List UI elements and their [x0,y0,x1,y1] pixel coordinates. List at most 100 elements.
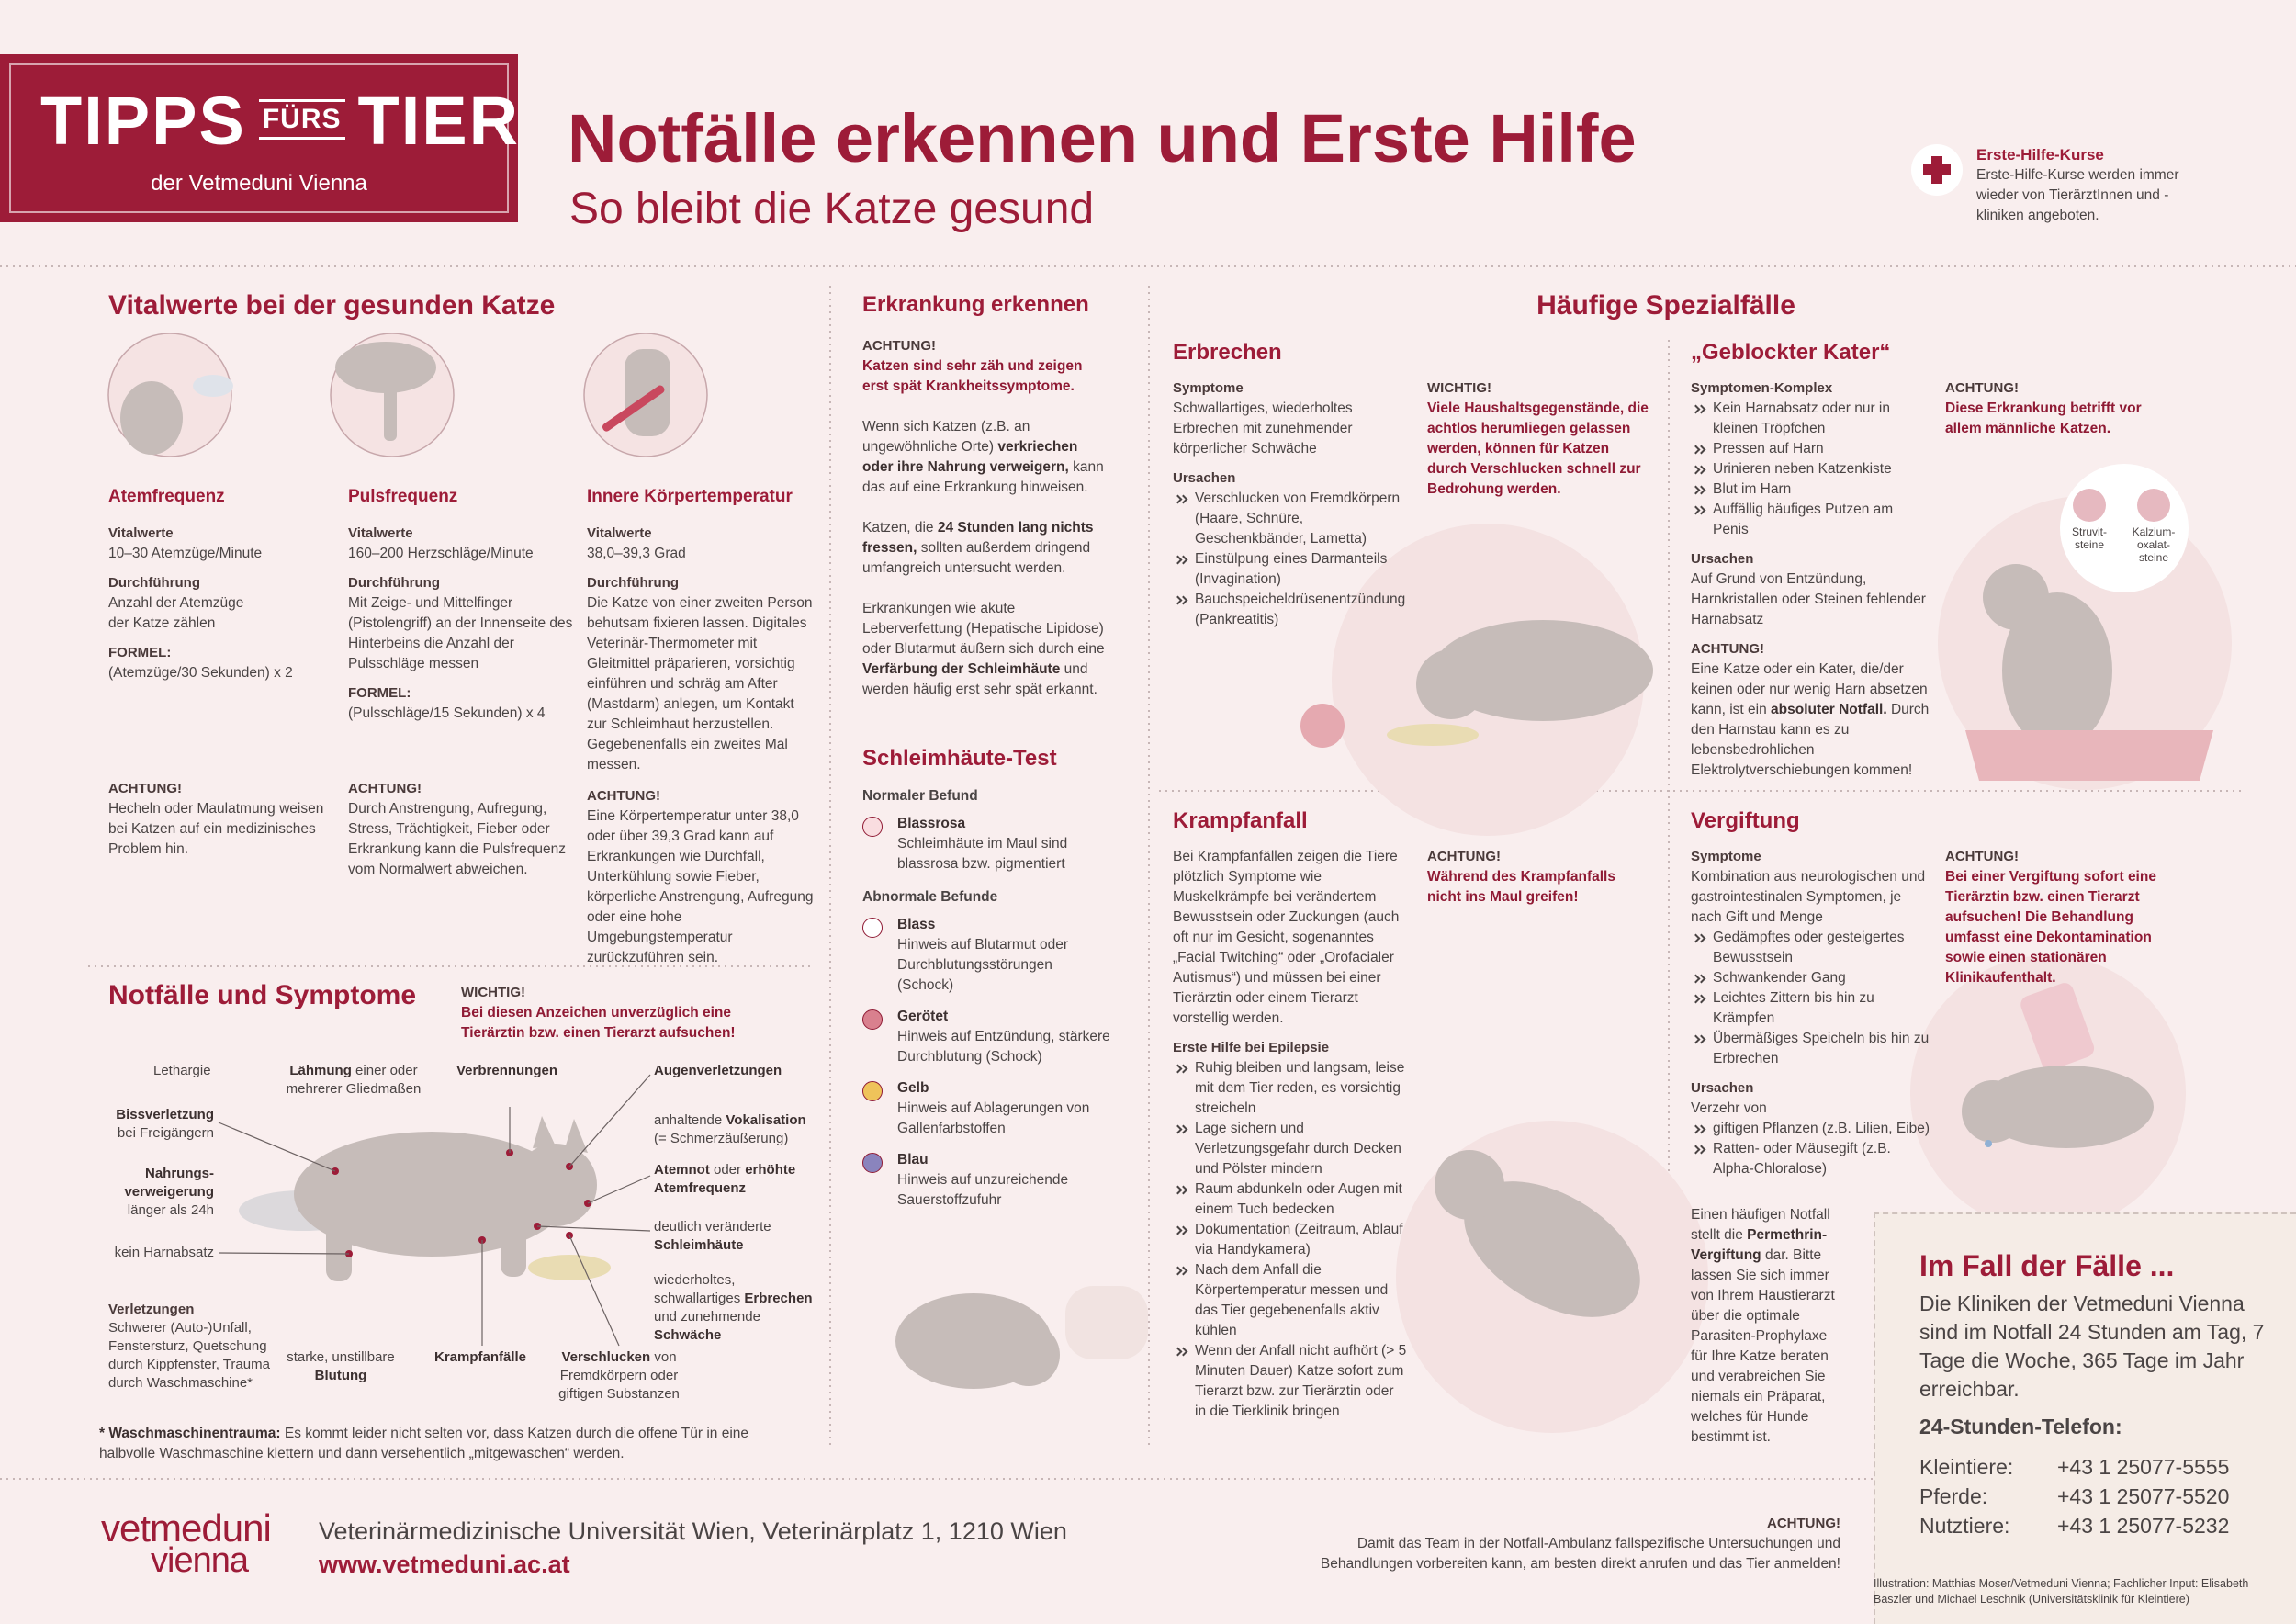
text-item: kein Harnabsatz [67,1244,214,1262]
case-text: Einen häufigen Notfall stellt die Permet… [1691,1205,1845,1457]
paragraph: Katzen, die 24 Stunden lang nichts fress… [862,518,1109,579]
bullet-item: Urinieren neben Katzenkiste [1691,459,1931,479]
label: Durchführung [348,575,440,591]
cat-head [1983,564,2049,630]
strong-text: Atemnot [654,1162,710,1178]
text-item: Einen häufigen Notfall stellt die Permet… [1691,1205,1845,1448]
leader [218,1122,336,1172]
label: Durchführung [587,575,679,591]
bullet-item: Einstülpung eines Darmanteils (Invaginat… [1173,549,1407,590]
phone-title: 24-Stunden-Telefon: [1919,1415,2122,1438]
warning-text: Viele Haushaltsgegenstände, die achtlos … [1427,400,1649,497]
text-item: Durchführung Die Katze von einer zweiten … [587,573,816,775]
text-item: ACHTUNG! Hecheln oder Maulatmung weisen b… [108,779,338,860]
text-item: Erste Hilfe bei Epilepsie Ruhig bleiben u… [1173,1038,1407,1422]
bullet-item: Schwankender Gang [1691,968,1931,988]
phone-number: +43 1 25077-5555 [2057,1455,2230,1479]
mucosa-test: Normaler Befund Blassrosa Schleimhäute im … [862,773,1110,1222]
text-item: Vitalwerte 10–30 Atemzüge/Minute [108,524,338,564]
column-text: Vitalwerte 38,0–39,3 Grad Durchführung Die … [587,524,816,784]
case-title: Erbrechen [1173,340,1282,365]
label: ACHTUNG! [108,781,182,796]
text-item: deutlich veränderte Schleimhäute [654,1218,819,1255]
cat-body [294,1132,569,1257]
warning: ACHTUNG! Eine Körpertemperatur unter 38,0… [587,786,816,977]
case-note: WICHTIG! Viele Haushaltsgegenstände, die … [1427,378,1652,509]
text-item: Verbrennungen [456,1062,557,1080]
bullet-list: Ruhig bleiben und langsam, leise mit dem… [1173,1058,1407,1422]
paragraph: Erkrankungen wie akute Leberverfettung (… [862,599,1109,700]
paragraph: Nahrungs­verweigerung länger als 24h [85,1165,214,1220]
label: Ursachen [1691,551,1754,567]
text-item: Bei Krampfanfällen zeigen die Tiere plöt… [1173,847,1407,1029]
text-item: Verschlucken von Fremdkörpern oder gifti… [541,1348,697,1404]
paragraph: anhaltende Vokalisation (= Schmerzäußeru… [654,1111,819,1148]
symptom-label: Verbrennungen [456,1062,557,1080]
warning-text: Während des Krampfanfalls nicht ins Maul… [1427,869,1615,905]
label: Ursachen [1691,1080,1754,1096]
text-run: von Fremdkörpern oder giftigen Substanze… [558,1349,680,1402]
label: Durchführung [108,575,200,591]
label: ACHTUNG! [862,338,936,354]
recognize-text: ACHTUNG! Katzen sind sehr zäh und zeigen … [862,336,1109,720]
paragraph: Verbrennungen [456,1062,557,1080]
text: Durch Anstrengung, Aufregung, Stress, Tr… [348,801,566,877]
column-text: Vitalwerte 160–200 Herzschläge/Minute Durc… [348,524,578,733]
color-dot [862,817,883,837]
text-run: Es kommt leider nicht selten vor, dass K… [99,1426,749,1461]
strong-text: Verfärbung der Schleimhäute [862,661,1061,677]
poison-cat [1910,955,2186,1231]
brand-box: TIPPS FÜRS TIER der Vetmeduni Vienna [0,54,518,222]
warning-text: Diese Erkrankung betrifft vor allem männ… [1945,400,2142,436]
warning: ACHTUNG! Hecheln oder Maulatmung weisen b… [108,779,338,869]
label: Verletzungen [108,1302,195,1317]
bullet-item: Blut im Harn [1691,479,1931,500]
label: Erste Hilfe bei Epilepsie [1173,1040,1330,1055]
bullet-item: Kein Harnabsatz oder nur in kleinen Tröp… [1691,399,1931,439]
label: ACHTUNG! [587,788,660,804]
brand-subtitle: der Vetmeduni Vienna [151,171,367,196]
mucosa-text: Hinweis auf Entzündung, stärkere Durchbl… [897,1029,1110,1065]
text-run: Einen häufigen Notfall stellt die [1691,1207,1830,1243]
text-item: starke, unstillbare Blutung [276,1348,405,1385]
course-title: Erste-Hilfe-Kurse [1976,146,2104,164]
text-run: sollten außerdem dringend umfangreich un… [862,540,1091,576]
text-item: Vitalwerte 160–200 Herzschläge/Minute [348,524,578,564]
text-run: oder [709,1162,746,1178]
poison-box [2020,983,2095,1070]
section-heading: Notfälle und Symptome [108,980,417,1010]
symptom-label: Krampfanfälle [421,1348,540,1367]
phone-row: Kleintiere: +43 1 25077-5555 [1919,1455,2229,1480]
phone-label: Kleintiere: [1919,1455,2014,1479]
paragraph: deutlich veränderte Schleimhäute [654,1218,819,1255]
paragraph: Eine Katze oder ein Kater, die/der keine… [1691,660,1931,781]
website[interactable]: www.vetmeduni.ac.at [319,1551,570,1578]
strong-text: Verschlucken [561,1349,651,1365]
bullet-item: Ratten- oder Mäusegift (z.B. Alpha-Chlor… [1691,1139,1931,1179]
page-subtitle: So bleibt die Katze gesund [569,185,1095,233]
text-item: FORMEL: (Pulsschläge/15 Sekunden) x 4 [348,683,578,724]
strong-text: Nahrungs­verweigerung [124,1166,214,1200]
text-item: ACHTUNG! Diese Erkrankung betrifft vor al… [1945,378,2166,439]
bullet-item: Pressen auf Harn [1691,439,1931,459]
text-run: Wenn sich Katzen (z.B. an ungewöhnliche … [862,419,1030,455]
brand-word: FÜRS [258,99,345,140]
bullet-list: giftigen Pflanzen (z.B. Lilien, Eibe) Rat… [1691,1119,1931,1179]
text-item: Nahrungs­verweigerung länger als 24h [85,1165,214,1220]
cat-head [120,381,183,455]
cat-head [1962,1080,2024,1143]
case-title: „Geblockter Kater“ [1691,340,1891,365]
blocked-cat [1938,464,2232,790]
phone-label: Nutztiere: [1919,1514,2010,1538]
vomit-cat [1300,524,1653,836]
label: ACHTUNG! [1767,1516,1840,1531]
cat-body [1464,1181,1640,1317]
sleeping-cat [895,1286,1148,1389]
text-item: ACHTUNG! Katzen sind sehr zäh und zeigen … [862,336,1109,397]
text-item: Symptomen-Komplex Kein Harnabsatz oder nu… [1691,378,1931,540]
text: Schwallartiges, wiederholtes Erbrechen m… [1173,400,1353,457]
strong-text: 24 Stunden lang nichts fressen, [862,520,1094,556]
case-text: Symptomen-Komplex Kein Harnabsatz oder nu… [1691,378,1931,790]
